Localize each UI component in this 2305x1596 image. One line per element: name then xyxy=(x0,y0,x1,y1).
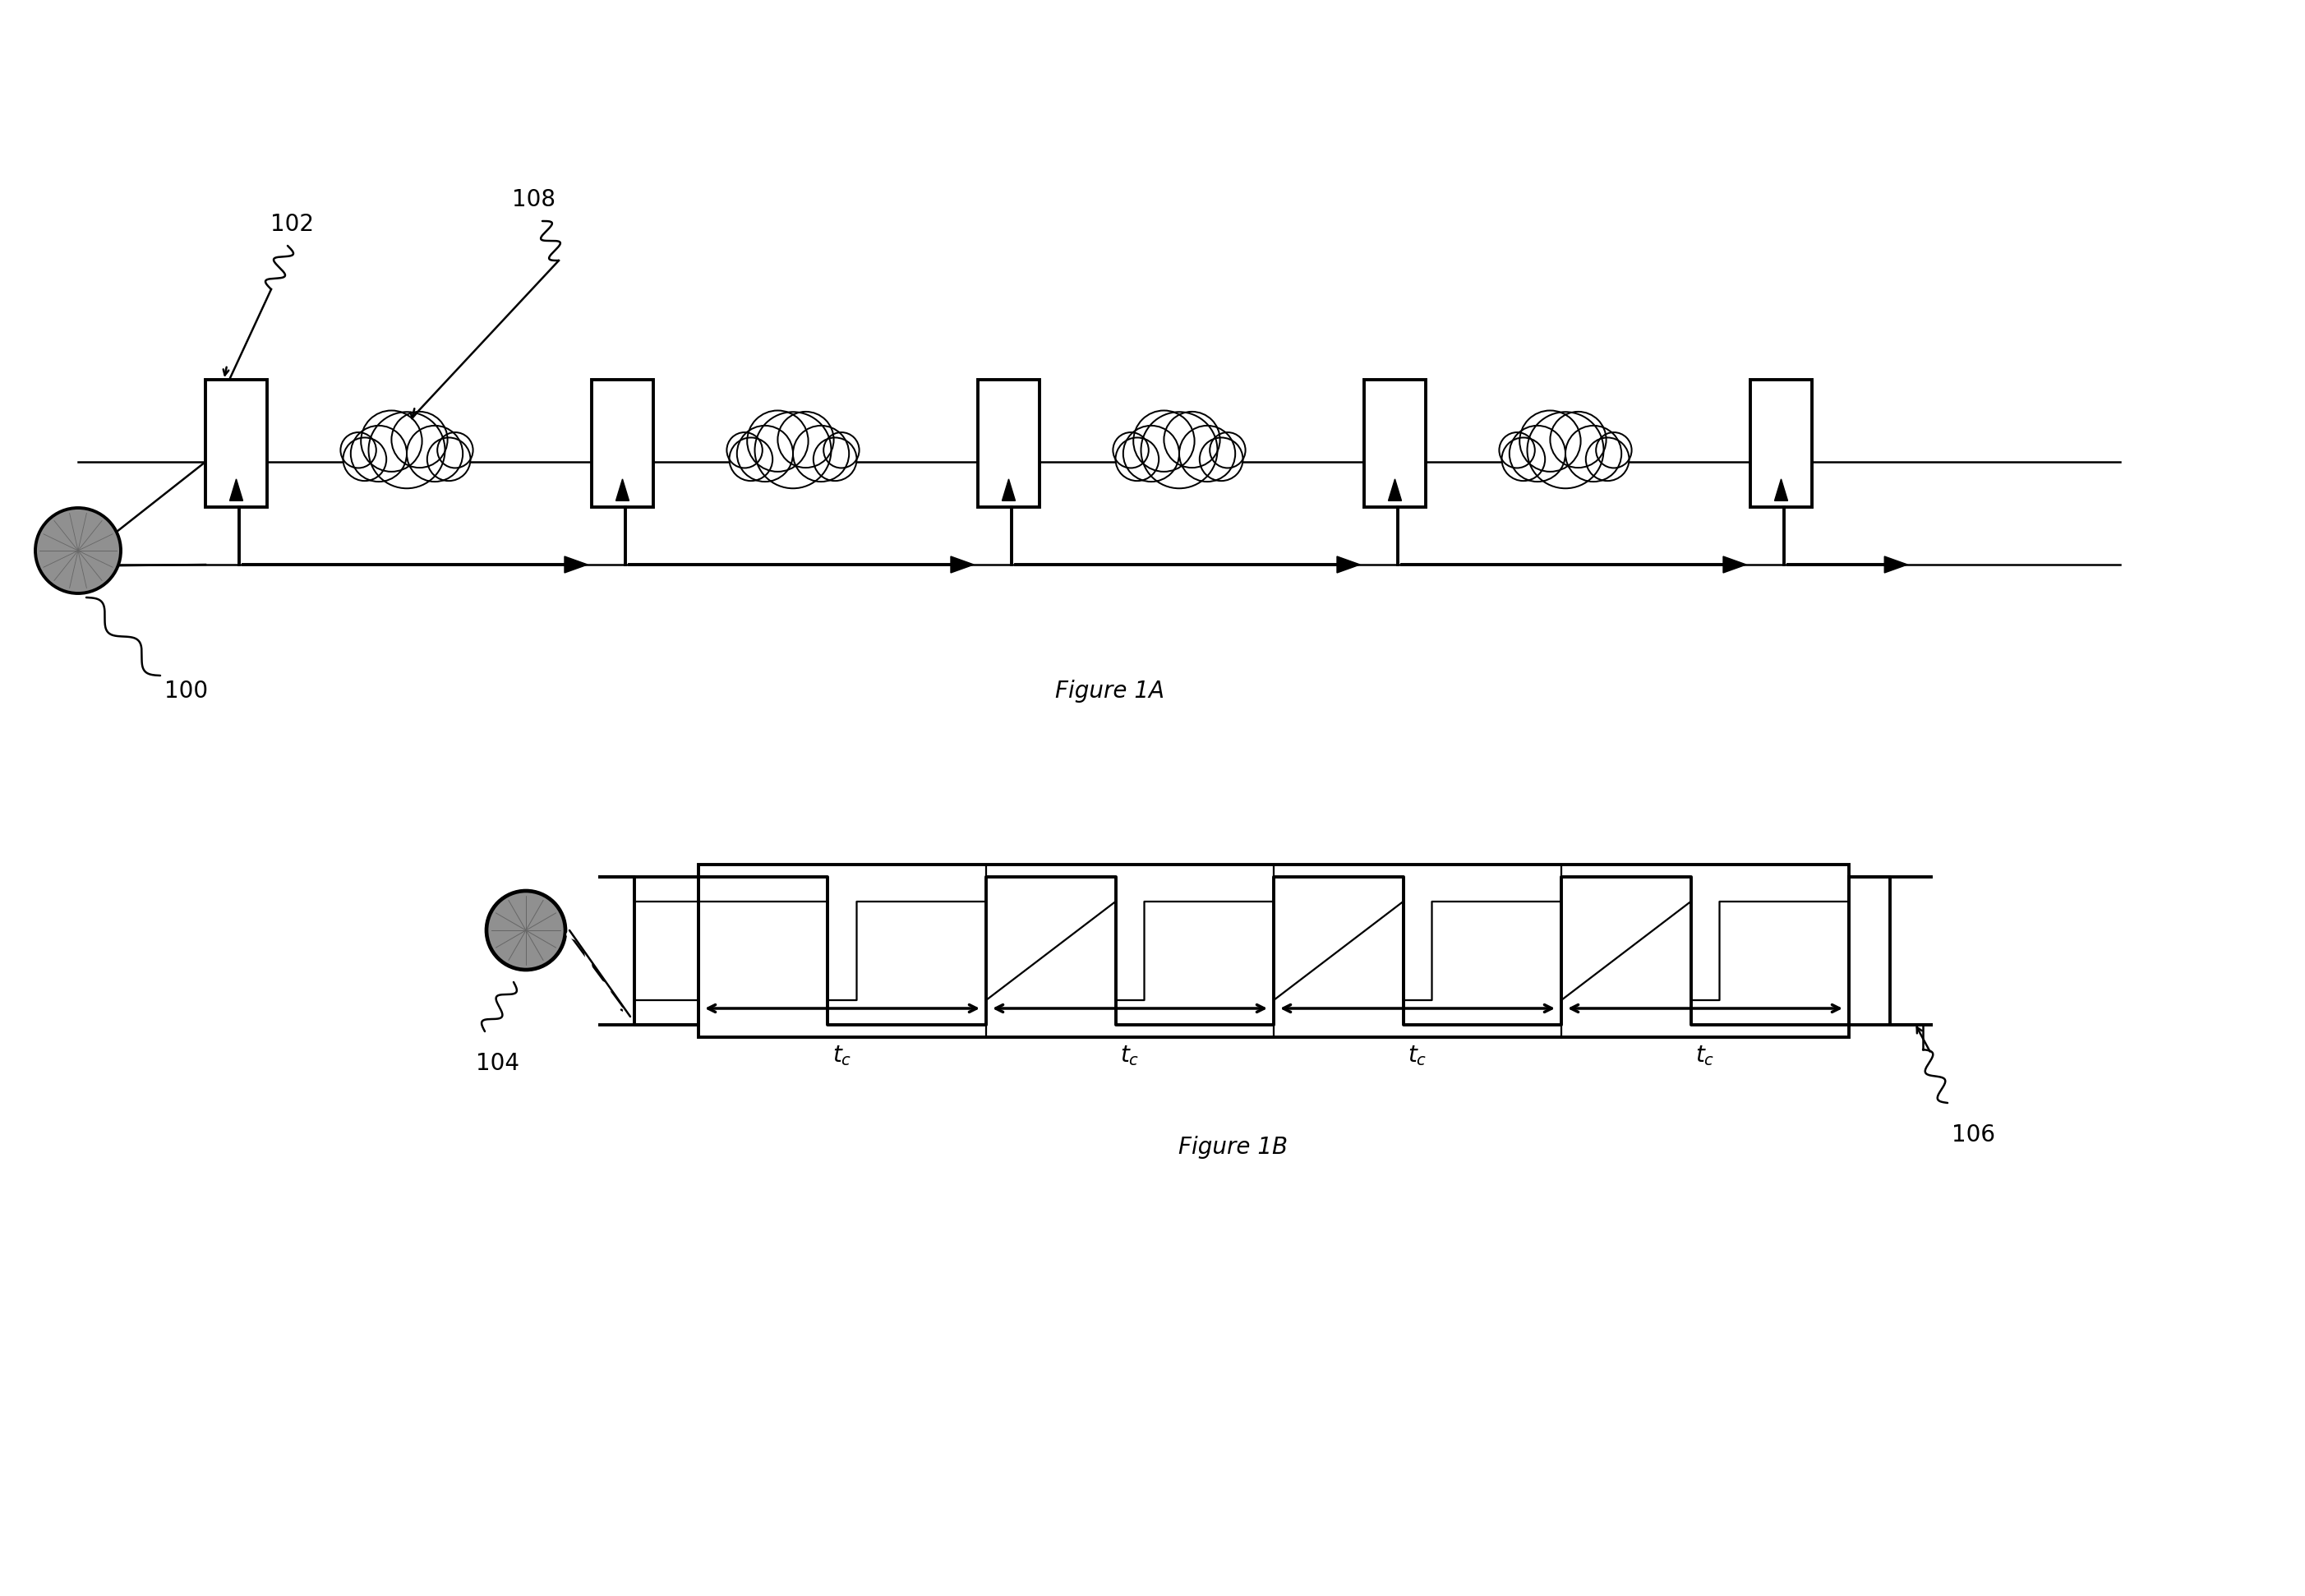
Text: $t_c$: $t_c$ xyxy=(832,1044,853,1068)
Text: Figure 1B: Figure 1B xyxy=(1178,1136,1286,1159)
Circle shape xyxy=(747,410,809,472)
Circle shape xyxy=(350,426,406,482)
Circle shape xyxy=(1519,410,1581,472)
Bar xyxy=(592,380,652,508)
Text: 104: 104 xyxy=(475,1052,519,1076)
Bar xyxy=(698,865,1849,1037)
Bar xyxy=(1749,380,1812,508)
Bar xyxy=(1365,380,1427,508)
Circle shape xyxy=(341,433,376,468)
Circle shape xyxy=(1164,412,1219,468)
Polygon shape xyxy=(1724,557,1747,573)
Circle shape xyxy=(726,433,763,468)
Circle shape xyxy=(1210,433,1245,468)
Circle shape xyxy=(1595,433,1632,468)
Polygon shape xyxy=(1775,479,1789,501)
Polygon shape xyxy=(1885,557,1909,573)
Circle shape xyxy=(362,410,422,472)
Text: $t_c$: $t_c$ xyxy=(1120,1044,1139,1068)
Circle shape xyxy=(426,437,470,480)
Circle shape xyxy=(823,433,860,468)
Text: 100: 100 xyxy=(164,680,207,702)
Circle shape xyxy=(1551,412,1607,468)
Polygon shape xyxy=(950,557,973,573)
Circle shape xyxy=(738,426,793,482)
Polygon shape xyxy=(230,479,242,501)
Circle shape xyxy=(1510,426,1565,482)
Polygon shape xyxy=(615,479,629,501)
Text: 108: 108 xyxy=(512,188,556,211)
Circle shape xyxy=(1123,426,1180,482)
Circle shape xyxy=(369,412,445,488)
Circle shape xyxy=(793,426,848,482)
Circle shape xyxy=(486,891,565,970)
Circle shape xyxy=(1503,437,1544,480)
Text: Figure 1A: Figure 1A xyxy=(1056,680,1164,702)
Circle shape xyxy=(814,437,857,480)
Circle shape xyxy=(1565,426,1620,482)
Circle shape xyxy=(1141,412,1217,488)
Polygon shape xyxy=(565,557,588,573)
Polygon shape xyxy=(1003,479,1014,501)
Circle shape xyxy=(35,508,120,594)
Bar xyxy=(205,380,267,508)
Circle shape xyxy=(1180,426,1235,482)
Circle shape xyxy=(1586,437,1630,480)
Circle shape xyxy=(1134,410,1194,472)
Circle shape xyxy=(392,412,447,468)
Text: 106: 106 xyxy=(1952,1124,1996,1146)
Circle shape xyxy=(1116,437,1159,480)
Text: 102: 102 xyxy=(270,212,313,236)
Polygon shape xyxy=(1388,479,1401,501)
Bar xyxy=(977,380,1040,508)
Circle shape xyxy=(1199,437,1242,480)
Circle shape xyxy=(438,433,473,468)
Circle shape xyxy=(754,412,832,488)
Circle shape xyxy=(728,437,772,480)
Circle shape xyxy=(343,437,387,480)
Polygon shape xyxy=(1337,557,1360,573)
Text: $t_c$: $t_c$ xyxy=(1696,1044,1715,1068)
Circle shape xyxy=(1498,433,1535,468)
Text: $t_c$: $t_c$ xyxy=(1408,1044,1427,1068)
Circle shape xyxy=(406,426,463,482)
Circle shape xyxy=(1113,433,1148,468)
Circle shape xyxy=(1528,412,1604,488)
Circle shape xyxy=(777,412,834,468)
